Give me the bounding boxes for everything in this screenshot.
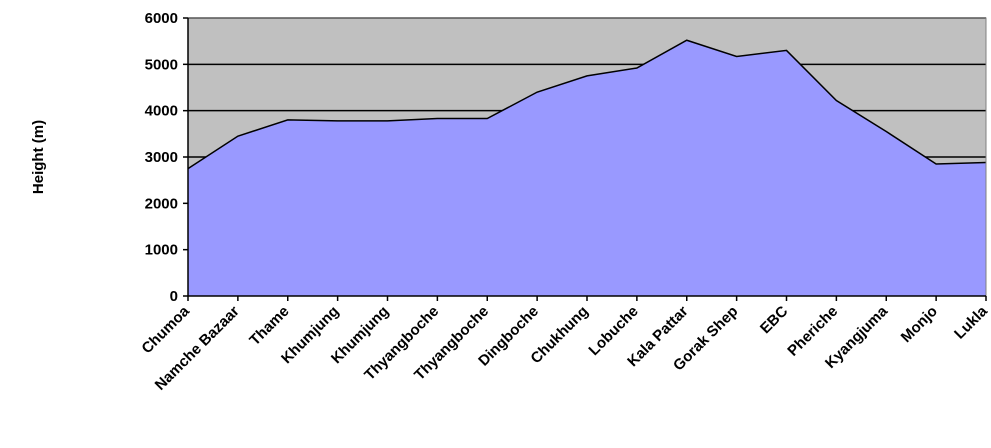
x-tick-label: Lukla [951,302,991,342]
series-line [187,39,987,170]
x-tick-label: Thame [246,303,292,349]
y-tick-label: 4000 [145,103,178,120]
x-tick-label: EBC [757,303,792,338]
y-tick-label: 3000 [145,149,178,166]
y-axis-title: Height (m) [30,120,47,194]
y-tick-label: 6000 [145,10,178,27]
y-tick-label: 1000 [145,242,178,259]
y-tick-label: 0 [170,288,178,305]
series-area [188,40,986,296]
y-tick-label: 5000 [145,56,178,73]
y-tick-label: 2000 [145,195,178,212]
x-tick-label: Namche Bazaar [152,303,243,394]
x-tick-label: Monjo [898,303,941,346]
y-axis: 0 1000 2000 3000 4000 5000 6000 [145,10,189,305]
